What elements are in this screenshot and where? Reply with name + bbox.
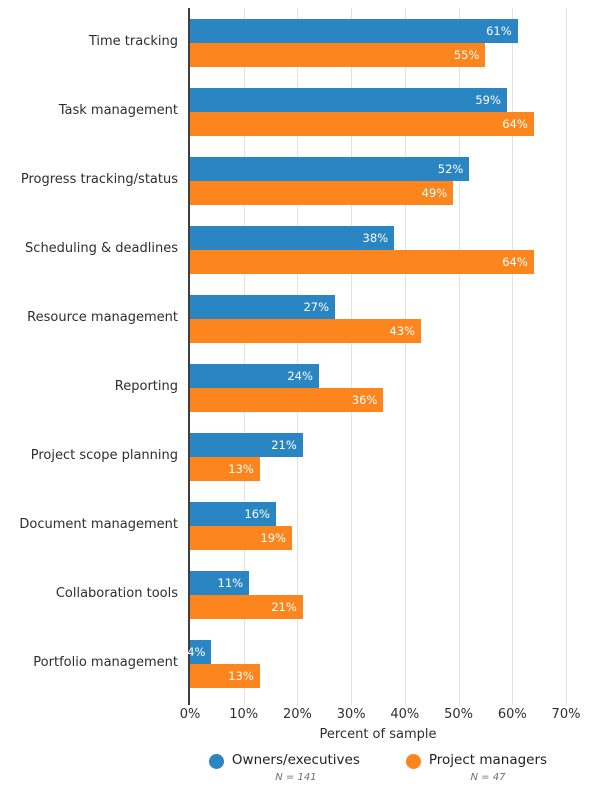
bar-owners-executives: 24% [190, 363, 319, 388]
bar-value-label: 19% [260, 530, 287, 545]
x-tick-label: 60% [497, 707, 527, 722]
bar-value-label: 49% [421, 185, 448, 200]
x-tick-label: 40% [390, 707, 420, 722]
bar-owners-executives: 11% [190, 570, 250, 595]
category-label: Scheduling & deadlines [25, 241, 178, 257]
bar-value-label: 36% [351, 392, 378, 407]
category-labels: Time tracking Task management Progress tra… [0, 8, 190, 698]
gridline [297, 8, 299, 705]
bar-group: 38% 64% [190, 215, 566, 284]
plot-area: 61% 55% 59% 64% 52% 49% 38% 64% 27% 43% 24% 36% 21% 1… [187, 8, 567, 705]
gridline [512, 8, 514, 705]
gridline [458, 8, 460, 705]
y-axis-line [188, 8, 190, 705]
bar-value-label: 59% [475, 92, 501, 107]
bar-group: 61% 55% [190, 8, 566, 77]
category-label: Collaboration tools [55, 586, 178, 602]
legend-label: Project managers [428, 752, 548, 768]
bar-group: 11% 21% [190, 560, 566, 629]
x-tick-label: 70% [551, 707, 581, 722]
legend-label: Owners/executives [231, 752, 360, 768]
category-label: Time tracking [88, 34, 178, 50]
legend-text: Owners/executives N = 141 [232, 752, 360, 783]
bar-group: 52% 49% [190, 146, 566, 215]
bar-project-managers: 13% [190, 663, 260, 688]
category-label: Progress tracking/status [20, 172, 178, 188]
bar-group: 59% 64% [190, 77, 566, 146]
legend-item-project-managers: Project managers N = 47 [405, 752, 547, 783]
bar-owners-executives: 52% [190, 156, 470, 181]
gridline [351, 8, 353, 705]
category-label: Task management [58, 103, 178, 119]
bar-value-label: 43% [389, 323, 415, 338]
bar-project-managers: 49% [190, 180, 454, 205]
bar-group: 4% 13% [187, 629, 566, 698]
x-axis: 0% 10% 20% 30% 40% 50% 60% 70% [180, 698, 581, 724]
bar-project-managers: 19% [190, 525, 293, 550]
bar-owners-executives: 59% [190, 87, 507, 112]
x-tick-label: 30% [336, 707, 366, 722]
bar-owners-executives: 27% [190, 294, 336, 319]
category-label: Resource management [27, 310, 178, 326]
bar-project-managers: 13% [190, 456, 260, 481]
legend-sample-size: N = 141 [275, 772, 317, 783]
x-tick-label: 10% [229, 707, 259, 722]
bar-project-managers: 64% [190, 111, 534, 136]
legend-dot [405, 754, 421, 769]
legend-item-owners-executives: Owners/executives N = 141 [208, 752, 360, 783]
bar-value-label: 13% [228, 461, 254, 476]
bar-value-label: 38% [362, 230, 389, 245]
x-tick-label: 0% [179, 707, 201, 722]
bar-value-label: 52% [437, 161, 464, 176]
gridline [566, 8, 567, 705]
bar-owners-executives: 21% [190, 432, 303, 457]
bar-group: 24% 36% [190, 353, 566, 422]
bar-value-label: 24% [287, 368, 313, 383]
x-tick-label: 50% [444, 707, 474, 722]
bar-value-label: 64% [502, 116, 528, 131]
bar-value-label: 16% [244, 506, 270, 521]
x-tick-label: 20% [282, 707, 312, 722]
bar-value-label: 11% [217, 575, 244, 590]
bar-owners-executives: 61% [190, 18, 518, 43]
bar-group: 21% 13% [190, 422, 566, 491]
bar-value-label: 64% [502, 254, 528, 269]
bar-value-label: 4% [187, 644, 206, 659]
bar-group: 27% 43% [190, 284, 566, 353]
bar-owners-executives: 16% [190, 501, 276, 526]
bar-owners-executives: 4% [187, 639, 212, 664]
chart-body: Time tracking Task management Progress tra… [0, 8, 600, 705]
legend: Owners/executives N = 141 Project manage… [190, 752, 566, 783]
legend-sample-size: N = 47 [470, 772, 506, 783]
category-label: Portfolio management [33, 655, 178, 671]
bar-group: 16% 19% [190, 491, 566, 560]
x-axis-title: Percent of sample [319, 727, 437, 742]
bar-project-managers: 21% [190, 594, 303, 619]
gridline [404, 8, 406, 705]
bar-value-label: 21% [271, 437, 297, 452]
bar-project-managers: 55% [190, 42, 486, 67]
bar-project-managers: 64% [190, 249, 534, 274]
bar-value-label: 13% [228, 668, 254, 683]
bar-value-label: 27% [303, 299, 330, 314]
bar-project-managers: 36% [190, 387, 384, 412]
legend-text: Project managers N = 47 [429, 752, 547, 783]
bar-value-label: 21% [271, 599, 297, 614]
category-label: Project scope planning [30, 448, 178, 464]
gridline [243, 8, 245, 705]
bar-owners-executives: 38% [190, 225, 395, 250]
bar-project-managers: 43% [190, 318, 421, 343]
category-label: Document management [19, 517, 178, 533]
category-label: Reporting [114, 379, 178, 395]
bar-value-label: 55% [453, 47, 480, 62]
legend-dot [208, 754, 224, 769]
bar-value-label: 61% [486, 23, 512, 38]
